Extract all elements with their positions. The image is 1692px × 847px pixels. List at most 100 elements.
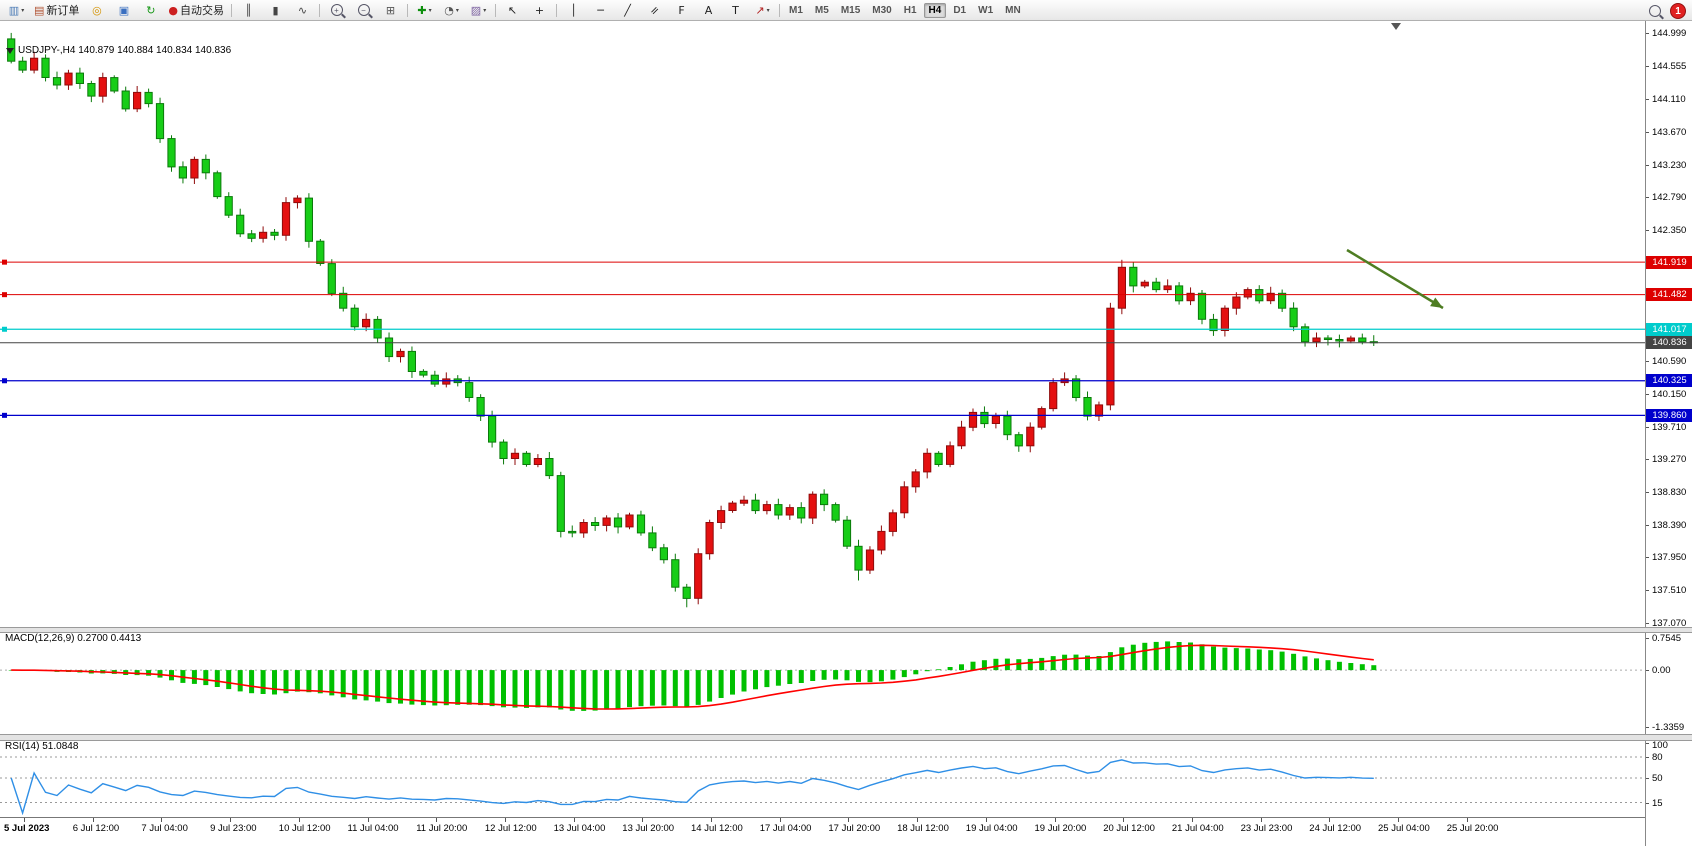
autotrading-button-label: 自动交易 [180, 2, 224, 18]
equidistant-channel-button[interactable]: = [641, 1, 668, 20]
metaeditor-button[interactable]: ◎ [83, 1, 110, 20]
timeframe-m15-button[interactable]: M15 [836, 3, 865, 18]
pane-divider[interactable] [0, 627, 1692, 633]
horizontal-line-button[interactable]: ─ [587, 1, 614, 20]
timeframe-h1-button[interactable]: H1 [899, 3, 922, 18]
price-axis-tick: 144.999 [1652, 28, 1686, 39]
zoom-out-button[interactable]: − [350, 1, 377, 20]
rsi-canvas [0, 739, 1645, 815]
time-axis-label: 13 Jul 04:00 [554, 823, 606, 834]
ohlc-bars-button[interactable]: ║ [235, 1, 262, 20]
price-axis-tick: 140.590 [1652, 356, 1686, 367]
toolbar-separator [779, 4, 780, 17]
one-click-trading-toggle-icon[interactable] [6, 48, 14, 54]
timeframe-m5-button[interactable]: M5 [810, 3, 834, 18]
price-line-value-label: 141.482 [1646, 288, 1692, 301]
time-axis-tick [93, 818, 94, 822]
crosshair-icon: + [535, 5, 544, 16]
axis-tick-mark [1646, 492, 1649, 493]
axis-tick-mark [1646, 638, 1649, 639]
time-axis-tick [436, 818, 437, 822]
templates-button[interactable]: ▨▾ [465, 1, 492, 20]
timeframe-m1-button[interactable]: M1 [784, 3, 808, 18]
new-order-icon: ▤ [34, 5, 44, 16]
price-axis-tick: 142.350 [1652, 225, 1686, 236]
timeframe-mn-button[interactable]: MN [1000, 3, 1026, 18]
toolbar-separator [319, 4, 320, 17]
time-axis-tick [505, 818, 506, 822]
hline-139-860[interactable] [0, 413, 1645, 418]
price-axis-tick: 140.150 [1652, 389, 1686, 400]
timeframe-h4-button[interactable]: H4 [924, 3, 947, 18]
candlestick-chart-button[interactable]: ▮ [262, 1, 289, 20]
text-button[interactable]: A [695, 1, 722, 20]
rsi-axis-tick: 80 [1652, 752, 1663, 763]
hline-140-325[interactable] [0, 378, 1645, 383]
new-order-button[interactable]: ▤新订单 [30, 1, 83, 20]
notification-badge[interactable]: 1 [1670, 3, 1686, 19]
price-axis-tick: 144.110 [1652, 94, 1686, 105]
label-icon: T [732, 5, 739, 16]
candlesticks [8, 33, 1378, 607]
price-axis-tick: 137.510 [1652, 585, 1686, 596]
periods-button[interactable]: ◔▾ [438, 1, 465, 20]
chart-windows-button[interactable]: ▣ [110, 1, 137, 20]
indicators-button[interactable]: ✚▾ [411, 1, 438, 20]
tile-windows-button[interactable]: ⊞ [377, 1, 404, 20]
refresh-icon: ↻ [146, 5, 155, 16]
timeframe-w1-button[interactable]: W1 [973, 3, 998, 18]
hline-141-017[interactable] [0, 327, 1645, 332]
ohlc-bars-icon: ║ [245, 5, 252, 16]
trendline-button[interactable]: ╱ [614, 1, 641, 20]
price-axis-tick: 138.390 [1652, 520, 1686, 531]
timeframe-m30-button[interactable]: M30 [867, 3, 896, 18]
crosshair-button[interactable]: + [526, 1, 553, 20]
cursor-button[interactable]: ↖ [499, 1, 526, 20]
time-axis-label: 11 Jul 20:00 [416, 823, 467, 834]
time-axis-tick [230, 818, 231, 822]
rsi-pane[interactable]: RSI(14) 51.0848 [0, 739, 1645, 815]
main-chart-pane[interactable]: USDJPY-,H4 140.879 140.884 140.834 140.8… [0, 20, 1645, 627]
pane-divider[interactable] [0, 734, 1692, 741]
vertical-line-icon: │ [570, 5, 577, 16]
price-axis-tick: 139.270 [1652, 454, 1686, 465]
refresh-button[interactable]: ↻ [137, 1, 164, 20]
toolbar-separator [231, 4, 232, 17]
time-axis-tick [161, 818, 162, 822]
macd-pane[interactable]: MACD(12,26,9) 0.2700 0.4413 [0, 631, 1645, 734]
axis-tick-mark [1646, 778, 1649, 779]
chart-shift-marker[interactable] [1391, 23, 1401, 30]
equidistant-channel-icon: = [647, 3, 661, 17]
price-axis-tick: 144.555 [1652, 61, 1686, 72]
zoom-in-icon: + [331, 4, 343, 16]
time-axis-label: 10 Jul 12:00 [279, 823, 331, 834]
arrow-object[interactable] [1347, 250, 1443, 308]
arrows-button[interactable]: ↗▾ [749, 1, 776, 20]
line-chart-button[interactable]: ∿ [289, 1, 316, 20]
vertical-line-button[interactable]: │ [560, 1, 587, 20]
axis-tick-mark [1646, 803, 1649, 804]
time-axis-label: 13 Jul 20:00 [622, 823, 674, 834]
time-axis-label: 25 Jul 20:00 [1447, 823, 1499, 834]
search-icon[interactable] [1649, 5, 1661, 17]
autotrading-button[interactable]: ●自动交易 [164, 1, 228, 20]
time-axis-label: 19 Jul 04:00 [966, 823, 1018, 834]
zoom-in-button[interactable]: + [323, 1, 350, 20]
timeframe-d1-button[interactable]: D1 [948, 3, 971, 18]
hline-141-919[interactable] [0, 260, 1645, 265]
label-button[interactable]: T [722, 1, 749, 20]
new-chart-button[interactable]: ▥▾ [3, 1, 30, 20]
price-line-value-label: 141.919 [1646, 256, 1692, 269]
indicators-icon: ✚ [417, 5, 426, 16]
hline-141-482[interactable] [0, 292, 1645, 297]
price-chart-canvas[interactable] [0, 20, 1645, 627]
axis-tick-mark [1646, 525, 1649, 526]
rsi-axis-tick: 50 [1652, 773, 1663, 784]
time-axis-label: 24 Jul 12:00 [1309, 823, 1361, 834]
fibonacci-button[interactable]: F [668, 1, 695, 20]
toolbar-separator [407, 4, 408, 17]
time-axis-label: 18 Jul 12:00 [897, 823, 949, 834]
